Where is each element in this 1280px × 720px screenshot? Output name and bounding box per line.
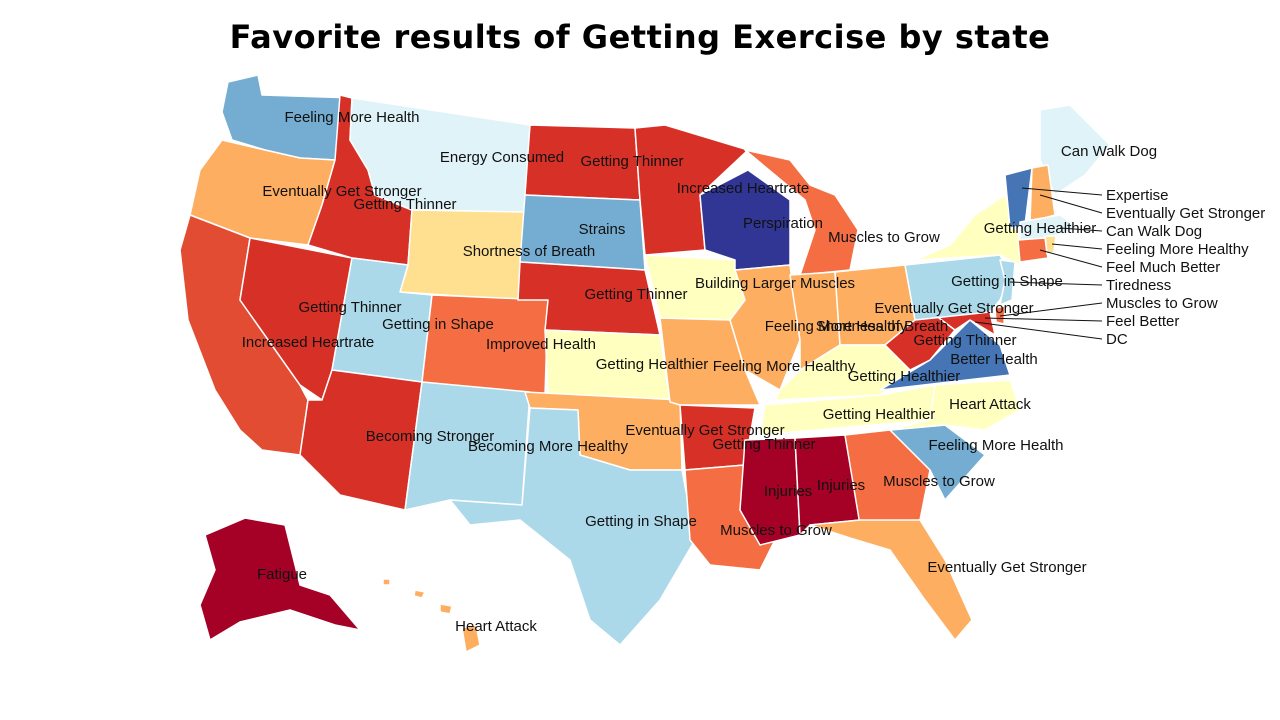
leader-line-de (999, 302, 1103, 317)
state-label-mo: Feeling More Healthy (713, 358, 856, 375)
state-label-ok: Eventually Get Stronger (625, 422, 784, 439)
leader-line-dc (974, 321, 1103, 340)
leader-line-ct (1039, 249, 1103, 268)
state-label-nm: Becoming More Healthy (468, 438, 629, 455)
state-label-md: Feel Better (1106, 313, 1179, 330)
state-label-nh: Eventually Get Stronger (1106, 205, 1265, 222)
state-label-il: Feeling More Healthy (765, 318, 908, 335)
state-de (994, 305, 1006, 325)
state-label-co: Improved Health (486, 336, 596, 353)
state-label-hi: Heart Attack (455, 618, 537, 635)
state-label-la: Muscles to Grow (720, 522, 832, 539)
state-label-in: Shortness of Breath (816, 318, 949, 335)
state-label-fl: Eventually Get Stronger (927, 559, 1086, 576)
state-fl (809, 519, 973, 641)
state-mi (744, 149, 859, 276)
state-label-nd: Getting Thinner (580, 153, 683, 170)
leader-line-md (984, 317, 1103, 322)
state-nc (889, 379, 1021, 431)
leader-line-ri (1051, 243, 1103, 250)
state-label-al: Injuries (817, 477, 865, 494)
state-label-va: Better Health (950, 351, 1038, 368)
leader-line-vt (1021, 187, 1103, 196)
state-label-nv: Getting Thinner (298, 299, 401, 316)
state-label-de: Muscles to Grow (1106, 295, 1218, 312)
state-tx (449, 407, 696, 646)
state-label-ga: Muscles to Grow (883, 473, 995, 490)
state-label-ct: Feel Much Better (1106, 259, 1220, 276)
state-nh (1029, 164, 1056, 223)
map-title: Favorite results of Getting Exercise by … (229, 18, 1051, 56)
state-label-wi: Perspiration (743, 215, 823, 232)
state-label-ne: Getting Thinner (584, 286, 687, 303)
state-label-mt: Energy Consumed (440, 149, 564, 166)
state-me (1039, 104, 1111, 196)
state-label-tn: Getting Healthier (823, 406, 936, 423)
state-label-ar: Getting Thinner (712, 436, 815, 453)
state-label-ky: Getting Healthier (848, 368, 961, 385)
state-label-pa: Getting in Shape (951, 273, 1063, 290)
state-nj (999, 259, 1016, 306)
state-hi-island (439, 603, 453, 615)
state-labels: Feeling More Health Eventually Get Strong… (242, 109, 1266, 635)
state-label-tx: Getting in Shape (585, 513, 697, 530)
state-label-ma: Can Walk Dog (1106, 223, 1202, 240)
state-label-az: Becoming Stronger (366, 428, 494, 445)
state-label-sd: Strains (579, 221, 626, 238)
state-label-id: Getting Thinner (353, 196, 456, 213)
state-label-ut: Getting in Shape (382, 316, 494, 333)
state-label-ia: Building Larger Muscles (695, 275, 855, 292)
state-hi (461, 624, 481, 653)
leader-line-nh (1039, 194, 1103, 214)
state-label-sc: Feeling More Health (928, 437, 1063, 454)
state-label-or: Eventually Get Stronger (262, 183, 421, 200)
state-label-mn: Increased Heartrate (677, 180, 810, 197)
state-label-ak: Fatigue (257, 566, 307, 583)
state-vt (1004, 167, 1033, 229)
state-label-ri: Feeling More Healthy (1106, 241, 1249, 258)
state-label-wv: Getting Thinner (913, 332, 1016, 349)
leader-line-nj (1009, 281, 1103, 286)
state-ma (1019, 214, 1079, 241)
state-label-me: Can Walk Dog (1061, 143, 1157, 160)
state-label-oh: Eventually Get Stronger (874, 300, 1033, 317)
state-ri (1044, 235, 1057, 255)
state-label-ca: Increased Heartrate (242, 334, 375, 351)
state-hi-island (382, 578, 391, 586)
state-label-wa: Feeling More Health (284, 109, 419, 126)
state-label-nc: Heart Attack (949, 396, 1031, 413)
state-label-ks: Getting Healthier (596, 356, 709, 373)
state-ga (844, 429, 931, 526)
leader-lines (974, 187, 1103, 340)
state-label-vt: Expertise (1106, 187, 1169, 204)
leader-line-ma (1059, 227, 1103, 232)
state-label-mi: Muscles to Grow (828, 229, 940, 246)
state-label-dc: DC (1106, 331, 1128, 348)
state-ak (199, 517, 361, 641)
state-label-nj: Tiredness (1106, 277, 1171, 294)
state-ct (1017, 237, 1049, 263)
state-label-wy: Shortness of Breath (463, 243, 596, 260)
state-ms (739, 437, 801, 546)
state-label-ny: Getting Healthier (984, 220, 1097, 237)
state-label-ms: Injuries (764, 483, 812, 500)
state-hi-island (413, 589, 426, 599)
state-shapes (179, 74, 1111, 653)
